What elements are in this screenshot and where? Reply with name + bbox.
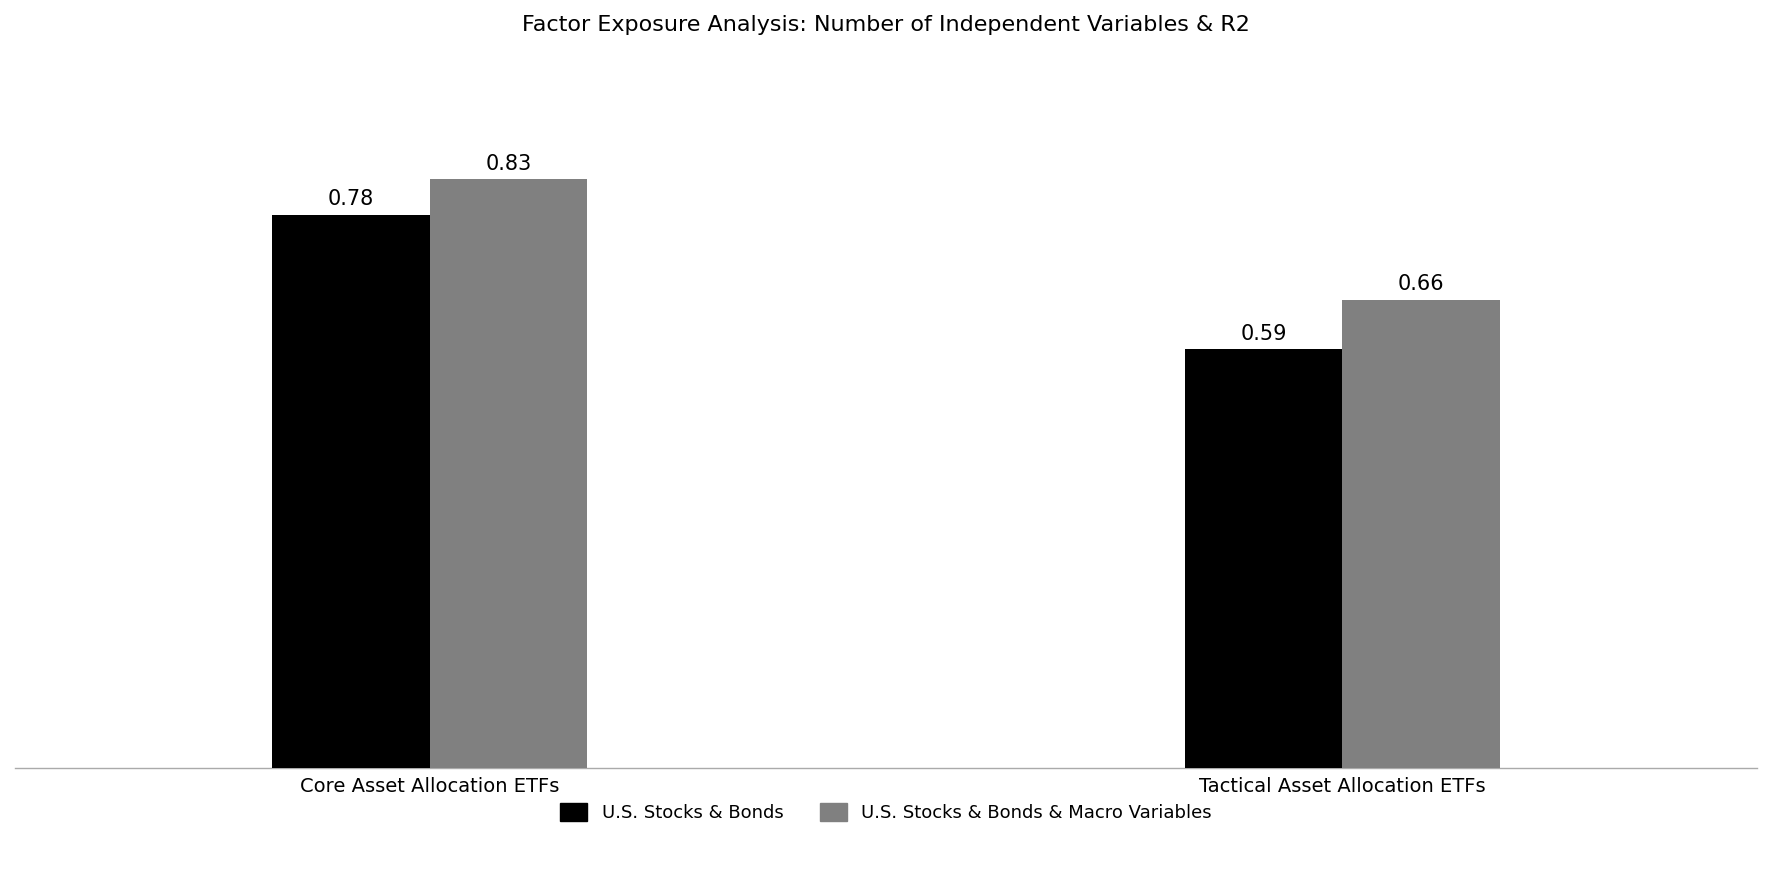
Text: 0.83: 0.83 (486, 153, 532, 174)
Bar (1341, 299, 1499, 767)
Legend: U.S. Stocks & Bonds, U.S. Stocks & Bonds & Macro Variables: U.S. Stocks & Bonds, U.S. Stocks & Bonds… (553, 796, 1219, 829)
Text: 0.78: 0.78 (328, 189, 374, 209)
Bar (1185, 349, 1341, 767)
Text: 0.66: 0.66 (1398, 274, 1444, 294)
Bar (273, 214, 431, 767)
Title: Factor Exposure Analysis: Number of Independent Variables & R2: Factor Exposure Analysis: Number of Inde… (523, 15, 1249, 35)
Bar (431, 179, 587, 767)
Text: 0.59: 0.59 (1240, 323, 1286, 344)
